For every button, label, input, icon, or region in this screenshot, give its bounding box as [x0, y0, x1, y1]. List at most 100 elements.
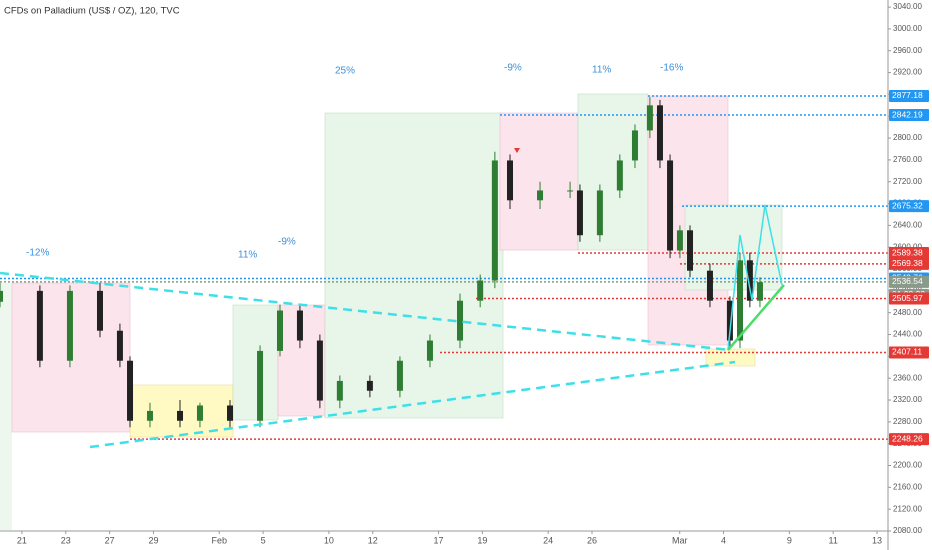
price-tag-label: 2505.97	[892, 293, 923, 303]
candle-body	[257, 350, 264, 421]
y-tick-label: 2960.00	[893, 46, 922, 55]
pattern	[727, 204, 783, 351]
candles	[0, 97, 763, 428]
candle-body	[426, 340, 433, 361]
y-tick-label: 2440.00	[893, 330, 922, 339]
candle-body	[567, 190, 574, 192]
zone	[232, 304, 279, 421]
candle-body	[676, 230, 683, 251]
y-tick-label: 2360.00	[893, 373, 922, 382]
x-tick-label: 21	[17, 535, 27, 545]
y-tick-label: 3000.00	[893, 24, 922, 33]
x-tick-label: 9	[787, 535, 792, 545]
candle-body	[127, 360, 134, 421]
y-tick-label: 2480.00	[893, 308, 922, 317]
x-tick-label: 13	[872, 535, 882, 545]
y-tick-label: 2640.00	[893, 220, 922, 229]
y-tick-label: 2760.00	[893, 155, 922, 164]
x-tick-label: 5	[261, 535, 266, 545]
zone	[577, 93, 649, 251]
price-tag	[889, 292, 929, 305]
zone	[0, 283, 12, 530]
x-tick-label: 23	[61, 535, 71, 545]
price-tag	[889, 433, 929, 446]
candle-body	[576, 190, 583, 236]
y-tick-label: 2160.00	[893, 482, 922, 491]
x-tick-label: 4	[721, 535, 726, 545]
x-tick-label: 24	[543, 535, 553, 545]
price-tag	[889, 346, 929, 359]
zone	[684, 204, 783, 291]
candle-body	[36, 290, 43, 361]
price-tag-label: 2589.38	[892, 247, 923, 257]
candle-body	[276, 310, 283, 351]
x-tick-label: 17	[434, 535, 444, 545]
candle-body	[506, 160, 513, 201]
candle-body	[177, 410, 184, 421]
candle-body	[706, 270, 713, 301]
y-tick-label: 3040.00	[893, 2, 922, 11]
candle-body	[66, 290, 73, 361]
trend-line	[89, 360, 736, 449]
annotations: -12% 11% -9% 25% -9% 11% -16%	[26, 63, 683, 261]
price-tag	[889, 275, 929, 288]
price-tags: 2877.182842.192675.322589.382569.382542.…	[889, 89, 929, 446]
drawings	[0, 148, 785, 449]
annotation: -9%	[504, 63, 522, 74]
candle-body	[616, 160, 623, 191]
y-tick-label: 2720.00	[893, 177, 922, 186]
candle-body	[726, 300, 733, 341]
price-tag	[889, 109, 929, 122]
price-tag	[889, 247, 929, 260]
annotation: 11%	[592, 65, 611, 76]
candle-body	[756, 282, 763, 301]
candle-body	[146, 410, 153, 421]
trend-line	[0, 271, 731, 352]
price-tag-label: 2675.32	[892, 200, 923, 210]
candle-body	[196, 405, 203, 421]
candle-body	[656, 105, 663, 161]
annotation: 11%	[238, 250, 257, 261]
x-tick-label: 27	[105, 535, 115, 545]
price-tag-label: 2536.54	[892, 276, 923, 286]
price-tag	[889, 200, 929, 213]
y-tick-label: 2280.00	[893, 417, 922, 426]
x-tick-label: 10	[324, 535, 334, 545]
y-tick-label: 2600.00	[893, 242, 922, 251]
candle-body	[316, 340, 323, 401]
candle-body	[737, 260, 743, 341]
zone	[499, 112, 579, 251]
y-tick-label: 2120.00	[893, 504, 922, 513]
price-tag	[889, 257, 929, 270]
x-tick-label: Feb	[212, 535, 228, 545]
candle-body	[631, 130, 638, 161]
price-tag-label: 2877.18	[892, 90, 923, 100]
price-tag-label: 2842.19	[892, 109, 923, 119]
y-tick-label: 2920.00	[893, 68, 922, 77]
pattern-leg	[727, 284, 785, 351]
marker	[514, 148, 520, 153]
price-tag-label: 2248.26	[892, 433, 923, 443]
y-tick-label: 2200.00	[893, 461, 922, 470]
candle-body	[646, 105, 653, 131]
candle-body	[227, 405, 234, 421]
candle-body	[477, 280, 484, 301]
x-tick-label: 12	[368, 535, 378, 545]
candle-body	[296, 310, 303, 341]
y-tick-label: 2080.00	[893, 526, 922, 535]
price-tag	[889, 89, 929, 102]
candle-body	[396, 360, 403, 391]
x-tick-label: Mar	[672, 535, 688, 545]
x-tick-label: 29	[148, 535, 158, 545]
price-tag-label: 2407.11	[892, 347, 922, 357]
candle-body	[687, 230, 694, 271]
annotation: 25%	[335, 66, 355, 77]
annotation: -9%	[278, 237, 296, 248]
candle-body	[336, 380, 343, 401]
candle-body	[116, 330, 123, 361]
price-tag-label: 2569.38	[892, 258, 923, 268]
candle-body	[667, 160, 674, 251]
candle-body	[491, 160, 498, 281]
x-tick-label: 11	[829, 535, 838, 545]
